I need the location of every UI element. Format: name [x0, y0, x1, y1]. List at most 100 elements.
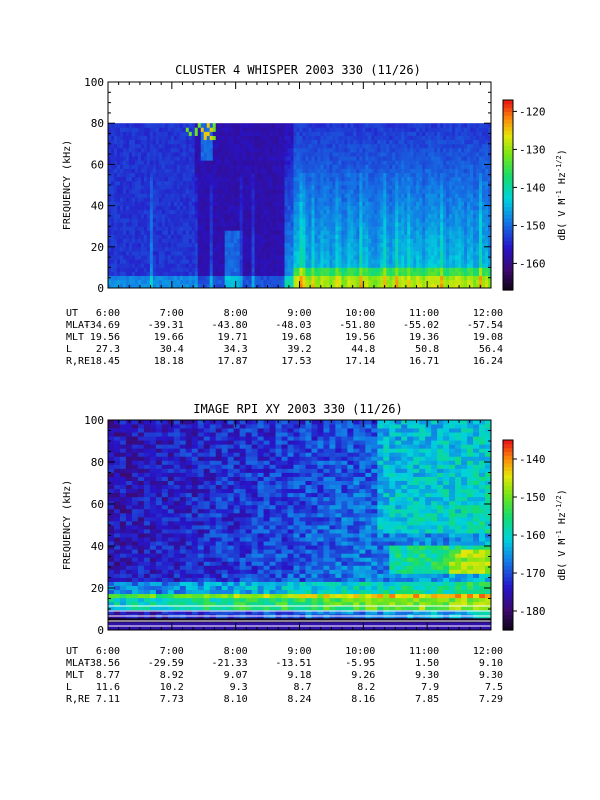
- heatmap-cell: [302, 127, 306, 132]
- heatmap-cell: [458, 185, 462, 190]
- heatmap-cell: [167, 197, 172, 202]
- heatmap-cell: [236, 283, 241, 289]
- heatmap-cell: [416, 168, 420, 174]
- heatmap-cell: [233, 168, 238, 174]
- heatmap-cell: [308, 217, 312, 223]
- heatmap-cell: [293, 156, 297, 161]
- heatmap-cell: [410, 201, 414, 206]
- heatmap-cell: [413, 246, 417, 252]
- heatmap-cell: [215, 213, 220, 219]
- heatmap-cell: [224, 185, 229, 190]
- heatmap-cell: [350, 185, 354, 190]
- heatmap-cell: [116, 217, 121, 223]
- heatmap-cell: [110, 201, 115, 206]
- heatmap-cell: [377, 193, 381, 198]
- heatmap-cell: [305, 180, 309, 186]
- heatmap-cell: [197, 135, 202, 141]
- heatmap-cell: [326, 259, 330, 264]
- heatmap-cell: [332, 275, 336, 281]
- heatmap-cell: [437, 271, 441, 277]
- heatmap-cell: [212, 168, 217, 174]
- heatmap-cell: [161, 242, 166, 248]
- heatmap-cell: [329, 213, 333, 219]
- heatmap-cell: [140, 172, 145, 178]
- heatmap-cell: [311, 275, 315, 281]
- heatmap-cell: [278, 230, 282, 235]
- heatmap-cell: [392, 176, 396, 182]
- heatmap-cell: [152, 143, 157, 149]
- heatmap-cell: [224, 230, 229, 235]
- heatmap-cell: [266, 152, 270, 157]
- heatmap-cell: [179, 201, 184, 206]
- heatmap-cell: [143, 226, 148, 231]
- heatmap-cell: [320, 180, 324, 186]
- heatmap-cell: [137, 147, 142, 153]
- heatmap-cell: [149, 172, 154, 178]
- heatmap-cell: [476, 238, 480, 244]
- heatmap-cell: [242, 127, 247, 132]
- heatmap-cell: [404, 164, 408, 169]
- heatmap-cell: [428, 275, 432, 281]
- heatmap-cell: [353, 226, 357, 231]
- heatmap-cell: [383, 238, 387, 244]
- heatmap-cell: [287, 123, 291, 128]
- heatmap-cell: [116, 135, 121, 141]
- heatmap-cell: [230, 123, 235, 128]
- heatmap-cell: [290, 226, 294, 231]
- heatmap-cell: [344, 135, 348, 141]
- heatmap-cell: [197, 193, 202, 198]
- heatmap-cell: [398, 152, 402, 157]
- heatmap-cell: [224, 189, 229, 194]
- heatmap-cell: [416, 160, 420, 165]
- heatmap-cell: [401, 209, 405, 215]
- heatmap-cell: [371, 222, 375, 227]
- heatmap-cell: [311, 255, 315, 260]
- heatmap-cell: [467, 123, 471, 128]
- heatmap-cell: [108, 271, 112, 277]
- heatmap-cell: [278, 152, 282, 157]
- heatmap-cell: [260, 127, 264, 132]
- heatmap-cell: [176, 205, 181, 211]
- heatmap-cell: [209, 160, 214, 165]
- heatmap-cell: [392, 135, 396, 141]
- heatmap-cell: [305, 283, 309, 289]
- heatmap-cell: [374, 197, 378, 202]
- heatmap-cell: [263, 143, 267, 149]
- heatmap-cell: [410, 143, 414, 149]
- heatmap-cell: [470, 259, 474, 264]
- heatmap-cell: [212, 189, 217, 194]
- heatmap-cell: [197, 160, 202, 165]
- heatmap-cell: [278, 189, 282, 194]
- heatmap-cell: [116, 242, 121, 248]
- heatmap-cell: [416, 255, 420, 260]
- heatmap-cell: [473, 135, 477, 141]
- heatmap-cell: [368, 193, 372, 198]
- heatmap-cell: [281, 156, 285, 161]
- heatmap-cell: [410, 267, 414, 272]
- heatmap-cell: [437, 197, 441, 202]
- heatmap-cell: [398, 283, 402, 289]
- heatmap-cell: [452, 209, 456, 215]
- heatmap-cell: [125, 143, 130, 149]
- heatmap-cell: [422, 127, 426, 132]
- heatmap-cell: [194, 263, 199, 268]
- heatmap-cell: [278, 226, 282, 231]
- heatmap-cell: [455, 127, 459, 132]
- heatmap-cell: [251, 226, 256, 231]
- heatmap-cell: [380, 197, 384, 202]
- heatmap-cell: [254, 255, 259, 260]
- heatmap-cell: [398, 180, 402, 186]
- heatmap-cell: [236, 160, 241, 165]
- heatmap-cell: [233, 156, 238, 161]
- heatmap-cell: [407, 147, 411, 153]
- heatmap-cell: [428, 135, 432, 141]
- heatmap-cell: [200, 205, 205, 211]
- heatmap-cell: [287, 160, 291, 165]
- heatmap-cell: [110, 263, 115, 268]
- heatmap-cell: [125, 205, 130, 211]
- heatmap-cell: [125, 217, 130, 223]
- heatmap-cell: [108, 135, 112, 141]
- heatmap-cell: [371, 250, 375, 256]
- heatmap-cell: [290, 164, 294, 169]
- heatmap-cell: [467, 160, 471, 165]
